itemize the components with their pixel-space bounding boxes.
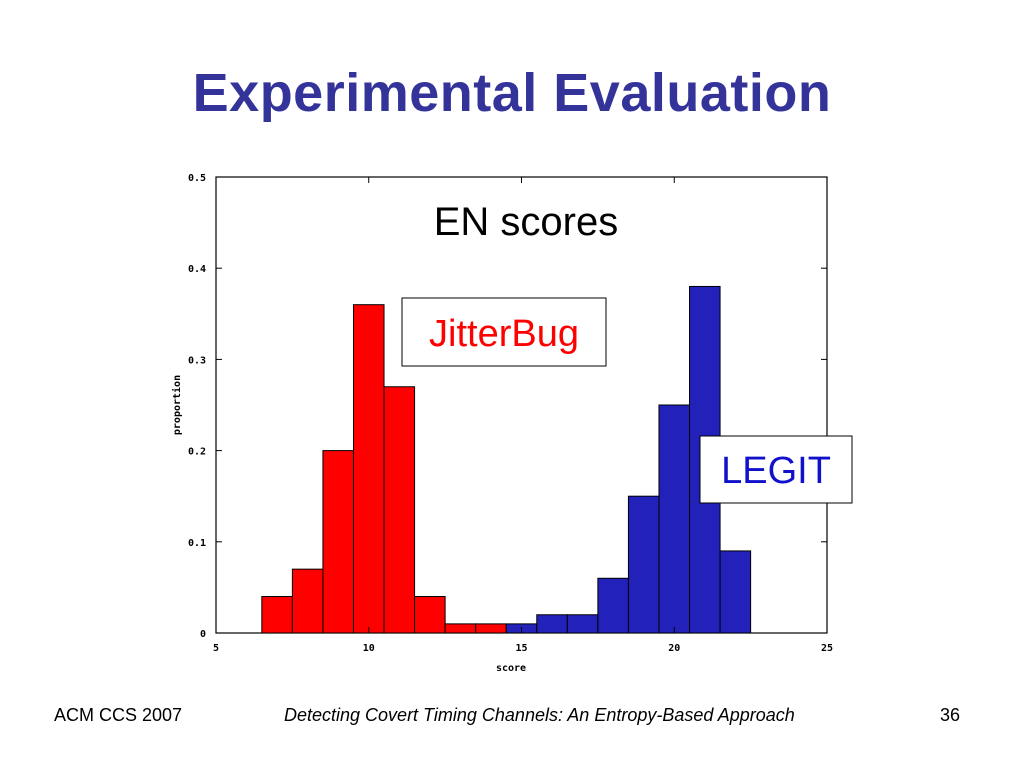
legend-legit-label: LEGIT (721, 450, 831, 492)
bar-jitterbug-11 (383, 386, 416, 634)
bar-jitterbug-10 (352, 304, 385, 634)
y-tick-label: 0.2 (188, 447, 206, 458)
footer-paper-title: Detecting Covert Timing Channels: An Ent… (284, 705, 795, 725)
x-tick-label: 25 (821, 643, 833, 654)
chart-title: EN scores (434, 200, 619, 244)
x-tick-label: 15 (515, 643, 527, 654)
bar-jitterbug-8 (291, 568, 324, 634)
legend-jitterbug: JitterBug (401, 297, 607, 367)
footer-page-number: 36 (940, 705, 961, 725)
x-axis-label: score (496, 663, 526, 674)
bar-legit-17 (566, 614, 599, 634)
slide-title: Experimental Evaluation (192, 63, 832, 123)
bar-jitterbug-13 (444, 623, 477, 634)
bar-legit-16 (536, 614, 568, 634)
y-tick-label: 0.5 (188, 173, 206, 184)
y-tick-label: 0.4 (188, 264, 206, 275)
legend-jitterbug-box (401, 297, 607, 367)
x-tick-label: 10 (363, 643, 375, 654)
bar-jitterbug-7 (261, 596, 293, 634)
bar-legit-19 (627, 495, 660, 634)
y-axis-label: proportion (171, 375, 183, 435)
histogram-chart: 5 10 15 20 25 0 0.1 0.2 0.3 0.4 0.5 EN scores scor… (171, 173, 853, 674)
x-tick-label: 20 (668, 643, 680, 654)
x-tick-label: 5 (213, 643, 219, 654)
bars-group (261, 285, 752, 634)
legend-jitterbug-label: JitterBug (429, 313, 579, 355)
y-tick-label: 0.1 (188, 538, 206, 549)
footer-conference: ACM CCS 2007 (54, 705, 183, 725)
bar-legit-20 (658, 404, 691, 634)
y-tick-label: 0.3 (188, 355, 206, 366)
bar-jitterbug-9 (322, 450, 354, 634)
bar-jitterbug-14 (475, 623, 507, 634)
legend-legit-box (699, 435, 853, 504)
y-tick-label: 0 (200, 629, 206, 640)
bar-legit-22 (719, 550, 752, 634)
bar-jitterbug-12 (414, 596, 446, 634)
bar-legit-18 (597, 577, 629, 634)
legend-legit: LEGIT (699, 435, 853, 504)
